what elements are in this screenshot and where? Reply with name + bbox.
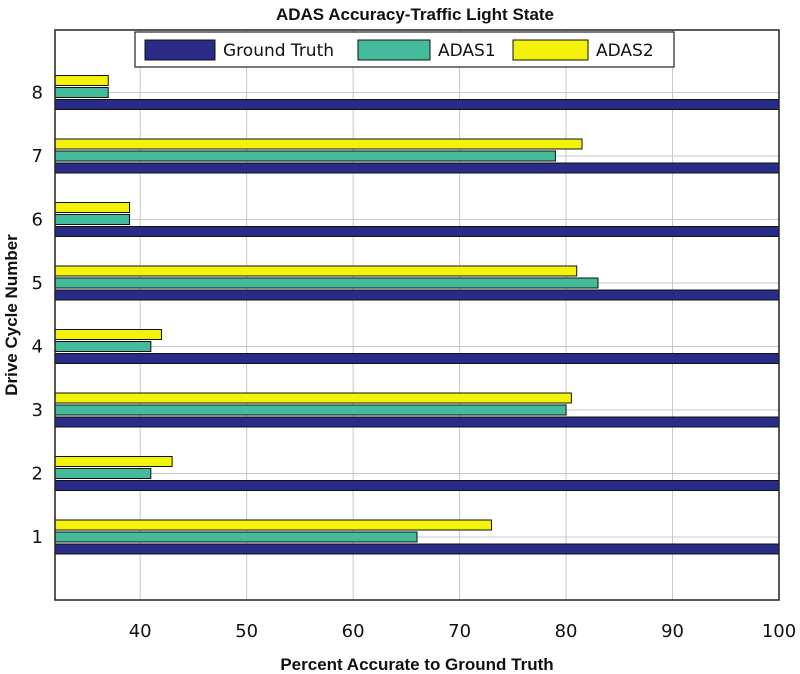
bar-ground-truth-6 [54,226,780,237]
bar-ground-truth-1 [54,543,780,555]
plot-background [55,30,779,600]
legend-swatch-adas2 [512,39,589,61]
y-tick-label: 4 [32,337,43,358]
bar-adas1-8 [54,87,109,98]
bar-ground-truth-3 [54,416,780,428]
x-axis-title: Percent Accurate to Ground Truth [280,655,553,674]
bar-adas2-5 [54,265,578,277]
bar-adas1-7 [54,150,556,162]
y-tick-label: 7 [32,146,43,167]
x-tick-label: 50 [235,621,258,642]
bar-ground-truth-7 [54,162,780,174]
legend-swatch-ground-truth [144,39,216,61]
x-tick-label: 60 [342,621,365,642]
bar-ground-truth-2 [54,480,780,491]
bar-adas1-6 [54,214,131,225]
y-tick-label: 1 [32,527,43,548]
legend-label-adas1: ADAS1 [438,41,496,61]
legend-label-adas2: ADAS2 [596,41,654,61]
bar-adas2-3 [54,392,572,404]
bar-ground-truth-5 [54,289,780,301]
x-axis-ticks: 40 50 60 70 80 90 100 [129,621,796,642]
bar-adas1-3 [54,404,567,416]
bar-adas1-4 [54,341,152,352]
x-tick-label: 90 [661,621,684,642]
legend: Ground Truth ADAS1 ADAS2 [134,31,675,68]
bar-adas2-6 [54,202,131,213]
x-tick-label: 40 [129,621,152,642]
bar-ground-truth-4 [54,353,780,364]
bar-adas2-1 [54,519,493,531]
legend-label-ground-truth: Ground Truth [223,41,334,61]
plot-area [54,29,780,601]
x-tick-label: 100 [762,621,796,642]
bar-adas1-5 [54,277,599,289]
bar-ground-truth-8 [54,99,780,110]
y-tick-label: 6 [32,210,43,231]
bar-adas1-1 [54,531,418,543]
y-tick-label: 8 [32,83,43,104]
bar-adas2-7 [54,138,583,150]
chart-title: ADAS Accuracy-Traffic Light State [276,5,554,24]
y-axis-title: Drive Cycle Number [2,234,21,396]
x-tick-label: 80 [555,621,578,642]
bar-adas2-2 [54,456,173,467]
bar-adas2-4 [54,329,162,340]
y-tick-label: 3 [32,400,43,421]
y-axis-ticks: 1 2 3 4 5 6 7 8 [32,83,43,549]
legend-swatch-adas1 [357,39,431,61]
bar-adas1-2 [54,468,152,479]
plot-frame [54,29,780,601]
x-tick-label: 70 [448,621,471,642]
y-tick-label: 5 [32,273,43,294]
bar-adas2-8 [54,75,109,86]
y-tick-label: 2 [32,464,43,485]
